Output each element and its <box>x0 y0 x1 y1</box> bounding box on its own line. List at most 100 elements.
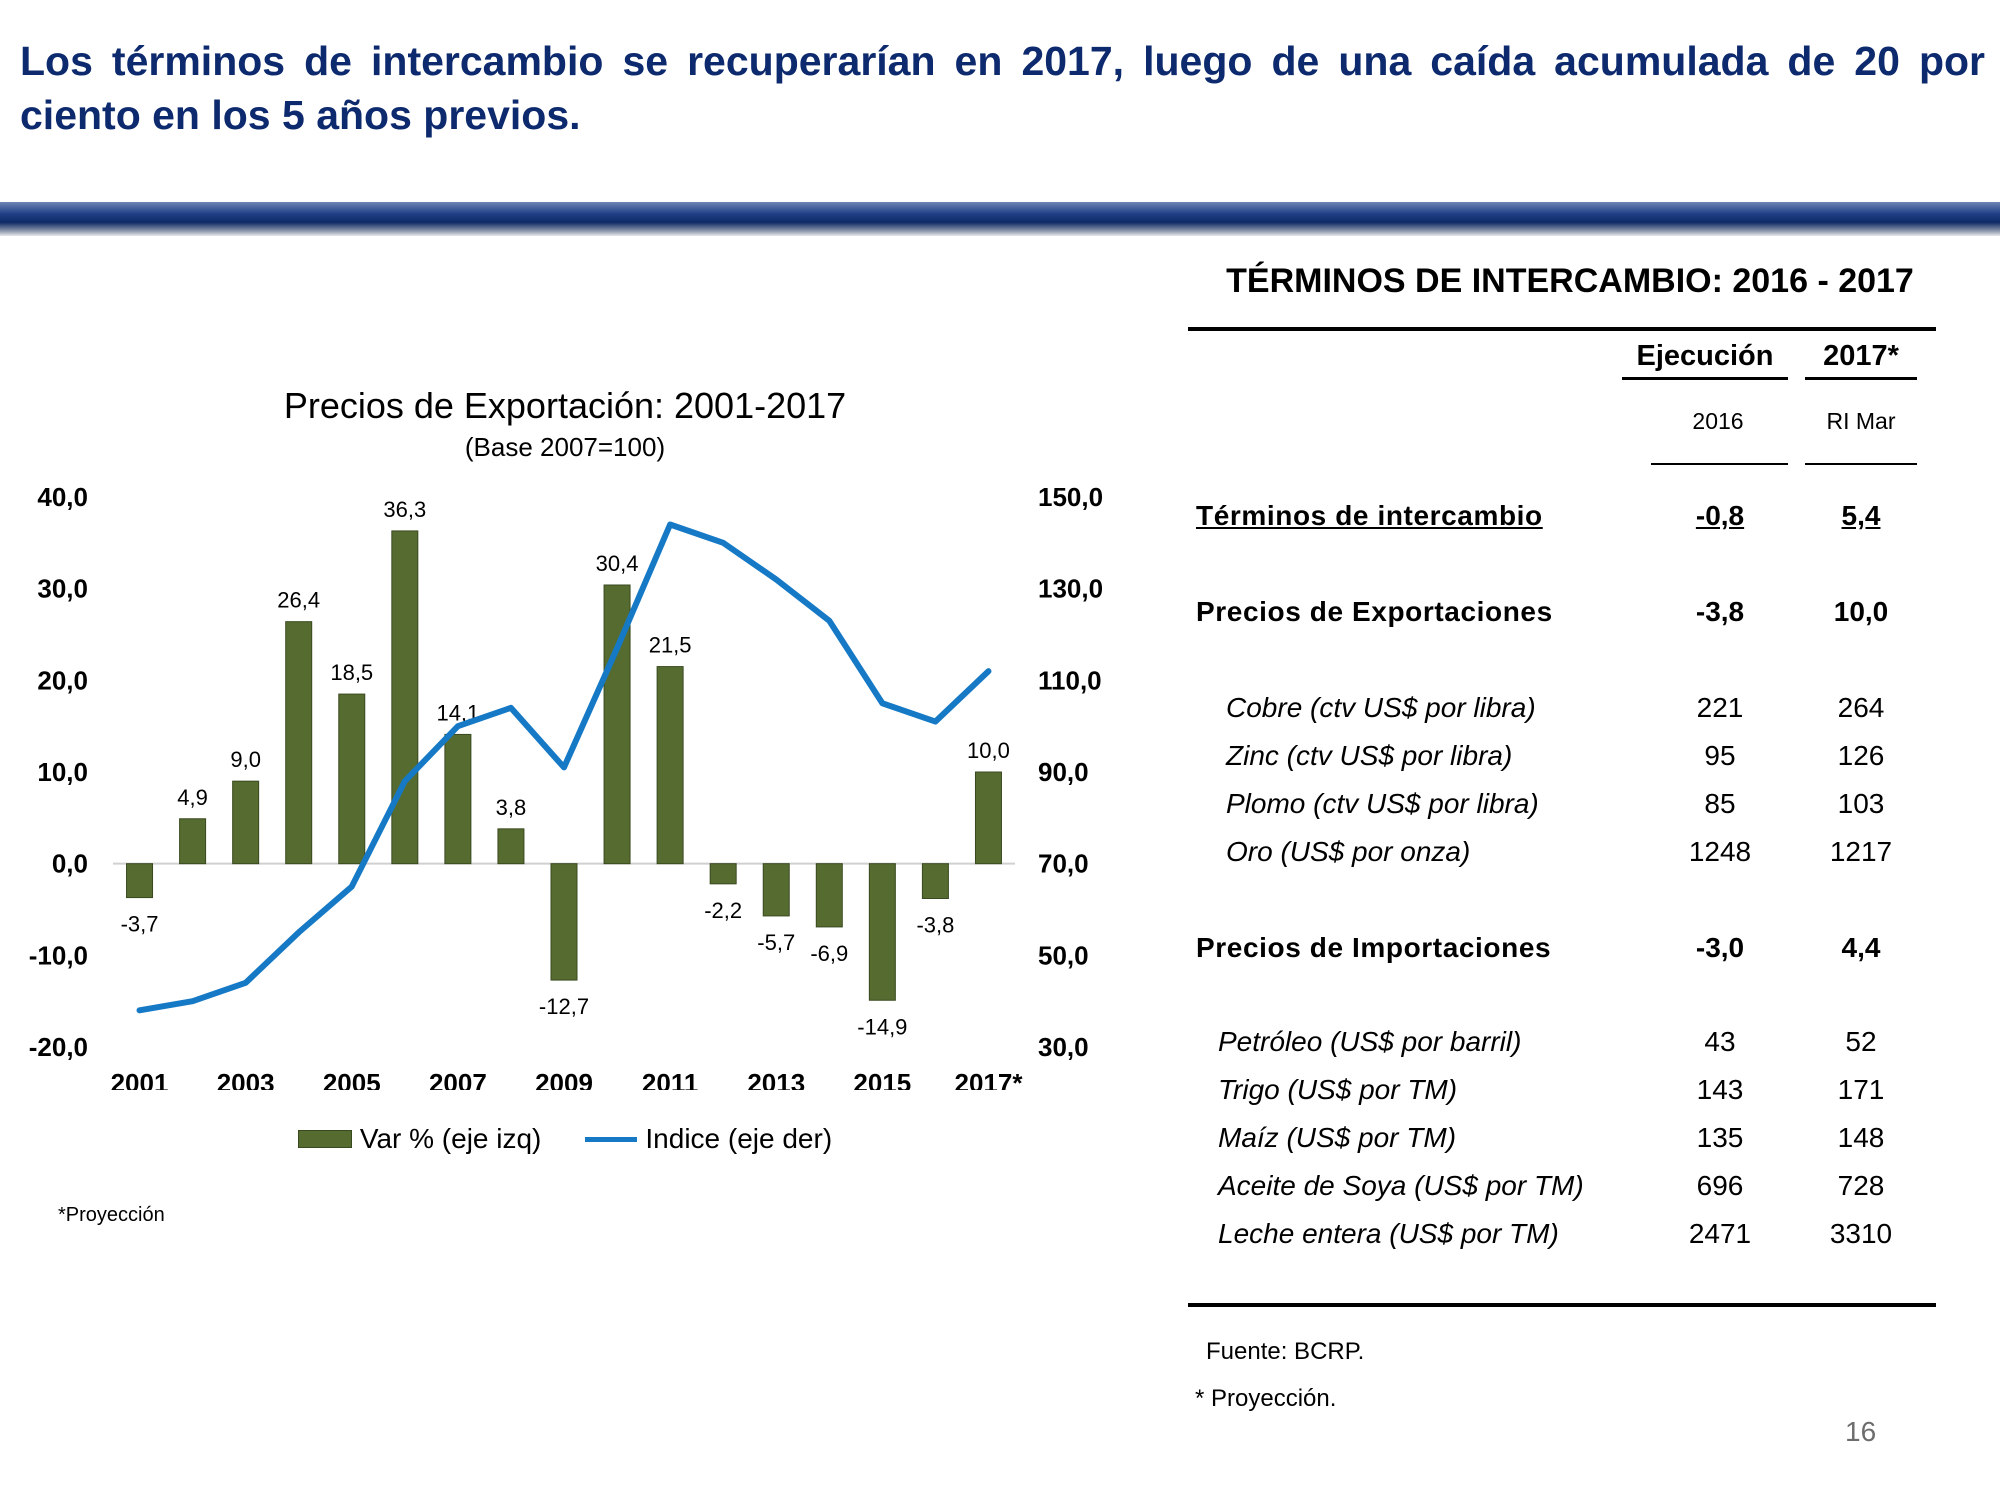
bar-label-2006: 36,3 <box>383 497 426 522</box>
col-sub-rimar: RI Mar <box>1826 408 1896 434</box>
table-source: Fuente: BCRP. <box>1206 1338 1365 1365</box>
x-axis-tick: 2011 <box>642 1068 698 1090</box>
right-axis-tick: 70,0 <box>1038 849 1089 879</box>
bar-2012 <box>709 863 737 885</box>
col-header-2017-rule <box>1805 377 1917 380</box>
row-label-zinc: Zinc (ctv US$ por libra) <box>1226 740 1513 771</box>
bar-label-2016: -3,8 <box>916 913 954 938</box>
table-title: TÉRMINOS DE INTERCAMBIO: 2016 - 2017 <box>1226 262 1914 300</box>
x-axis-tick: 2005 <box>323 1068 381 1090</box>
bar-2011 <box>656 666 684 865</box>
left-axis-tick: 40,0 <box>37 482 88 512</box>
x-axis-tick: 2003 <box>217 1068 275 1090</box>
right-axis-tick: 90,0 <box>1038 757 1089 787</box>
row-value-2016: 696 <box>1696 1170 1744 1201</box>
row-label-plomo: Plomo (ctv US$ por libra) <box>1226 788 1539 819</box>
bar-2008 <box>497 828 525 865</box>
bar-2002 <box>179 818 207 865</box>
row-value-2016: 1248 <box>1688 836 1752 867</box>
bar-2014 <box>815 863 843 928</box>
bar-label-2011: 21,5 <box>649 633 692 658</box>
row-label-aceite-soya: Aceite de Soya (US$ por TM) <box>1218 1170 1584 1201</box>
chart-footnote: *Proyección <box>58 1204 165 1226</box>
bar-label-2010: 30,4 <box>596 551 639 576</box>
row-value-2016: 135 <box>1696 1122 1744 1153</box>
bar-label-2015: -14,9 <box>857 1014 907 1039</box>
row-value-2017: 3310 <box>1829 1218 1893 1249</box>
col-header-ejecucion-rule <box>1622 377 1788 380</box>
bar-2016 <box>921 863 949 900</box>
left-axis-tick: -10,0 <box>29 940 88 970</box>
x-axis-tick: 2001 <box>111 1068 169 1090</box>
col-header-ejecucion: Ejecución <box>1636 340 1774 372</box>
bar-2015 <box>868 863 896 1001</box>
right-axis-tick: 50,0 <box>1038 940 1089 970</box>
row-label-leche: Leche entera (US$ por TM) <box>1218 1218 1559 1249</box>
row-label-import-prices: Precios de Importaciones <box>1196 932 1552 963</box>
col-sub-2016: 2016 <box>1692 408 1744 434</box>
row-value-2017: 264 <box>1837 692 1885 723</box>
row-value-2017: 52 <box>1845 1026 1877 1057</box>
row-value-2017: 148 <box>1837 1122 1885 1153</box>
row-value-2017: 126 <box>1837 740 1885 771</box>
legend-line-swatch <box>585 1136 638 1142</box>
export-prices-chart: -3,74,99,026,418,536,314,13,8-12,730,421… <box>29 482 1103 1090</box>
bar-2004 <box>285 621 313 865</box>
legend-item-bars: Var % (eje izq) <box>297 1123 542 1155</box>
col-sub-rule-2 <box>1805 463 1917 465</box>
bar-label-2005: 18,5 <box>330 660 373 685</box>
x-axis-tick: 2015 <box>853 1068 911 1090</box>
left-axis-tick: 30,0 <box>37 574 88 604</box>
bar-2009 <box>550 863 578 981</box>
bar-label-2003: 9,0 <box>230 747 261 772</box>
row-value-2017: 1217 <box>1829 836 1893 867</box>
row-label-trigo: Trigo (US$ por TM) <box>1218 1074 1458 1105</box>
bar-2007 <box>444 733 472 865</box>
chart-subtitle: (Base 2007=100) <box>464 432 666 462</box>
table-bottom-rule <box>1188 1303 1936 1307</box>
bar-label-2004: 26,4 <box>277 588 320 613</box>
left-axis-tick: 20,0 <box>37 665 88 695</box>
row-value-2016: 221 <box>1696 692 1744 723</box>
bar-2005 <box>338 693 366 865</box>
col-header-2017: 2017* <box>1823 340 1899 372</box>
row-label-oro: Oro (US$ por onza) <box>1226 836 1471 867</box>
bar-label-2002: 4,9 <box>177 785 208 810</box>
row-value-2016: 2471 <box>1688 1218 1752 1249</box>
x-axis-tick: 2007 <box>429 1068 487 1090</box>
row-label-export-prices: Precios de Exportaciones <box>1196 596 1553 627</box>
x-axis-tick: 2013 <box>747 1068 805 1090</box>
left-axis-tick: 0,0 <box>52 849 88 879</box>
bar-label-2012: -2,2 <box>704 898 742 923</box>
legend-item-line: Indice (eje der) <box>585 1123 832 1155</box>
bar-2001 <box>126 863 154 899</box>
bar-label-2009: -12,7 <box>539 994 589 1019</box>
row-value-2017: 171 <box>1837 1074 1885 1105</box>
left-axis-tick: -20,0 <box>29 1032 88 1062</box>
x-axis-tick: 2009 <box>535 1068 593 1090</box>
right-axis-tick: 130,0 <box>1038 574 1103 604</box>
x-axis-tick: 2017* <box>954 1068 1023 1090</box>
bar-label-2013: -5,7 <box>757 930 795 955</box>
row-label-petroleo: Petróleo (US$ por barril) <box>1218 1026 1522 1057</box>
row-value-2017: 10,0 <box>1833 596 1889 627</box>
page-number: 16 <box>1845 1416 1877 1447</box>
row-label-cobre: Cobre (ctv US$ por libra) <box>1226 692 1536 723</box>
left-axis-tick: 10,0 <box>37 757 88 787</box>
col-sub-rule-1 <box>1651 463 1788 465</box>
row-value-2016: -3,8 <box>1695 596 1745 627</box>
row-value-2017: 728 <box>1837 1170 1885 1201</box>
row-value-2017: 103 <box>1837 788 1885 819</box>
bar-2013 <box>762 863 790 917</box>
bar-label-2008: 3,8 <box>496 795 527 820</box>
chart-legend: Var % (eje izq) Indice (eje der) <box>0 1123 1130 1155</box>
right-axis-tick: 150,0 <box>1038 482 1103 512</box>
row-value-2017: 4,4 <box>1841 932 1881 963</box>
legend-bar-label: Var % (eje izq) <box>359 1123 542 1154</box>
row-value-2016: 143 <box>1696 1074 1744 1105</box>
row-value-2017: 5,4 <box>1841 500 1881 531</box>
bar-label-2001: -3,7 <box>121 912 159 937</box>
row-value-2016: 43 <box>1704 1026 1736 1057</box>
bar-2017* <box>974 771 1002 865</box>
row-label-terminos: Términos de intercambio <box>1196 500 1543 531</box>
